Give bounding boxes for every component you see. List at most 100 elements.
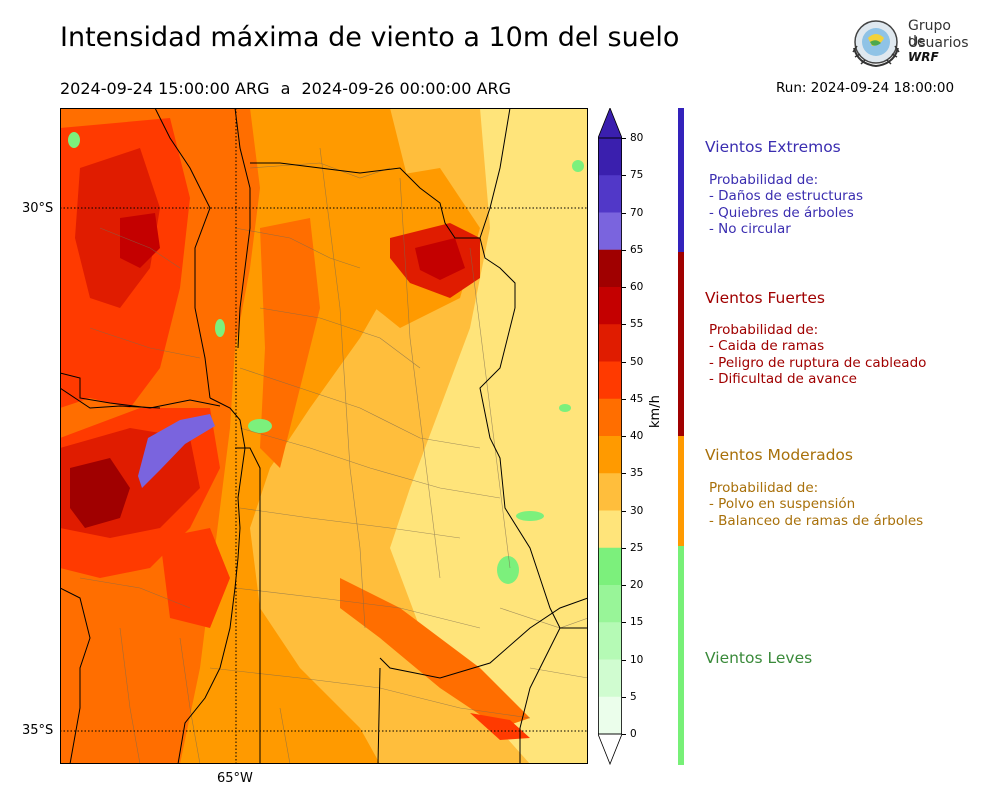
severity-title-strong: Vientos Fuertes (705, 289, 825, 307)
colorbar-tick-mark (622, 398, 626, 400)
colorbar-cell (598, 398, 622, 437)
colorbar-frame (598, 137, 622, 735)
colorbar-tick-label: 40 (630, 430, 644, 442)
severity-bar-extreme (678, 108, 684, 252)
wind-band-20-patch (497, 556, 519, 584)
wrf-logo: Grupo de Usuarios WRF (848, 16, 970, 74)
colorbar-cell (598, 175, 622, 213)
severity-item: - Caida de ramas (709, 338, 825, 355)
lat-label-30s: 30°S (22, 201, 54, 216)
colorbar-tick-mark (622, 249, 626, 251)
wind-band-60-north (120, 213, 160, 268)
wind-band-55 (75, 148, 160, 308)
colorbar-tick-mark (622, 585, 626, 586)
forecast-period: 2024-09-24 15:00:00 ARG a 2024-09-26 00:… (60, 79, 511, 98)
severity-heading: Probabilidad de: (709, 480, 819, 496)
colorbar-cell (598, 212, 622, 251)
colorbar-tick-mark (622, 175, 626, 177)
colorbar-tick-label: 20 (630, 579, 644, 591)
logo-text-wrf: WRF (908, 50, 939, 64)
colorbar-cell (598, 138, 622, 176)
wind-band-20-patch (559, 404, 571, 412)
colorbar-tick-label: 25 (630, 541, 644, 554)
colorbar-tick-mark (622, 734, 626, 735)
wind-band-20-patch (215, 319, 225, 337)
wind-band-45-southeast (340, 578, 530, 728)
colorbar-tick-mark (622, 510, 626, 512)
wind-band-20-patch (516, 511, 544, 521)
wind-band-60 (70, 458, 130, 528)
colorbar-cell (598, 696, 622, 735)
colorbar-cell (598, 659, 622, 698)
colorbar-tick-label: 75 (630, 169, 644, 182)
period-end: 2024-09-26 00:00:00 ARG (301, 79, 511, 98)
colorbar-cell (598, 510, 622, 549)
severity-bar-strong (678, 252, 684, 436)
wind-band-50-southeast (470, 713, 530, 740)
severity-item: - Polvo en suspensión (709, 496, 856, 513)
colorbar-cell (598, 473, 622, 511)
colorbar-tick-label: 15 (630, 616, 644, 629)
wind-map (60, 108, 588, 764)
colorbar-tick-label: 70 (630, 206, 644, 219)
colorbar-tick-label: 10 (630, 653, 644, 666)
severity-title-light: Vientos Leves (705, 649, 813, 667)
severity-list-extreme: Probabilidad de: - Daños de estructuras … (709, 172, 863, 237)
map-frame (60, 108, 588, 764)
severity-item: - Daños de estructuras (709, 188, 864, 205)
logo-text-line1: Grupo de (908, 18, 951, 50)
severity-item: - Balanceo de ramas de árboles (709, 512, 924, 529)
colorbar-tick-mark (622, 212, 626, 214)
colorbar-tick-label: 60 (630, 281, 644, 293)
department-borders (79, 147, 588, 764)
colorbar-tick-mark (622, 287, 626, 288)
severity-title-extreme: Vientos Extremos (705, 138, 841, 156)
colorbar-tick-label: 45 (630, 392, 644, 405)
colorbar-cell (598, 361, 622, 400)
colorbar-tick-label: 0 (630, 728, 637, 740)
colorbar-cell (598, 547, 622, 586)
colorbar-tick-mark (622, 622, 626, 624)
colorbar-tick-label: 30 (630, 504, 644, 517)
period-start: 2024-09-24 15:00:00 ARG (60, 79, 270, 98)
colorbar-tick-label: 35 (630, 467, 644, 480)
colorbar-tick-mark (622, 659, 626, 661)
colorbar-tick-label: 55 (630, 318, 644, 331)
colorbar-tick-mark (622, 324, 626, 326)
colorbar-tick-label: 50 (630, 355, 644, 368)
wind-band-65 (138, 414, 215, 488)
colorbar-tick-mark (622, 138, 626, 139)
wind-field-svg (60, 108, 588, 764)
severity-list-moderate: Probabilidad de: - Polvo en suspensión -… (709, 480, 923, 529)
colorbar-cell (598, 287, 622, 325)
graticule (60, 108, 588, 764)
page-title: Intensidad máxima de viento a 10m del su… (60, 22, 680, 53)
wind-band-60-east (415, 238, 465, 280)
severity-heading: Probabilidad de: (709, 322, 819, 338)
severity-heading: Probabilidad de: (709, 172, 819, 188)
colorbar-tick-mark (622, 436, 626, 437)
run-label: Run: 2024-09-24 18:00:00 (776, 80, 955, 96)
wind-band-45-ridge (260, 218, 320, 468)
colorbar-cell (598, 436, 622, 474)
colorbar-top-arrow (598, 108, 622, 139)
wind-band-20-patch (248, 419, 272, 433)
severity-bar-light (678, 546, 684, 765)
severity-item: - Quiebres de árboles (709, 204, 854, 221)
globe-icon (852, 20, 900, 68)
logo-text-line2: Usuarios (908, 35, 969, 51)
severity-title-moderate: Vientos Moderados (705, 446, 853, 464)
colorbar-tick-mark (622, 547, 626, 549)
wind-band-20-patch (68, 132, 80, 148)
colorbar-cell (598, 249, 622, 288)
colorbar-tick-mark (622, 696, 626, 698)
colorbar-tick-mark (622, 361, 626, 363)
colorbar-unit-label: km/h (648, 395, 663, 428)
colorbar-bottom-arrow (598, 733, 622, 766)
colorbar-cell (598, 622, 622, 660)
severity-item: - Peligro de ruptura de cableado (709, 354, 927, 371)
severity-bar-moderate (678, 436, 684, 546)
period-separator: a (280, 79, 291, 98)
colorbar-cell (598, 324, 622, 362)
colorbar-tick-mark (622, 473, 626, 475)
